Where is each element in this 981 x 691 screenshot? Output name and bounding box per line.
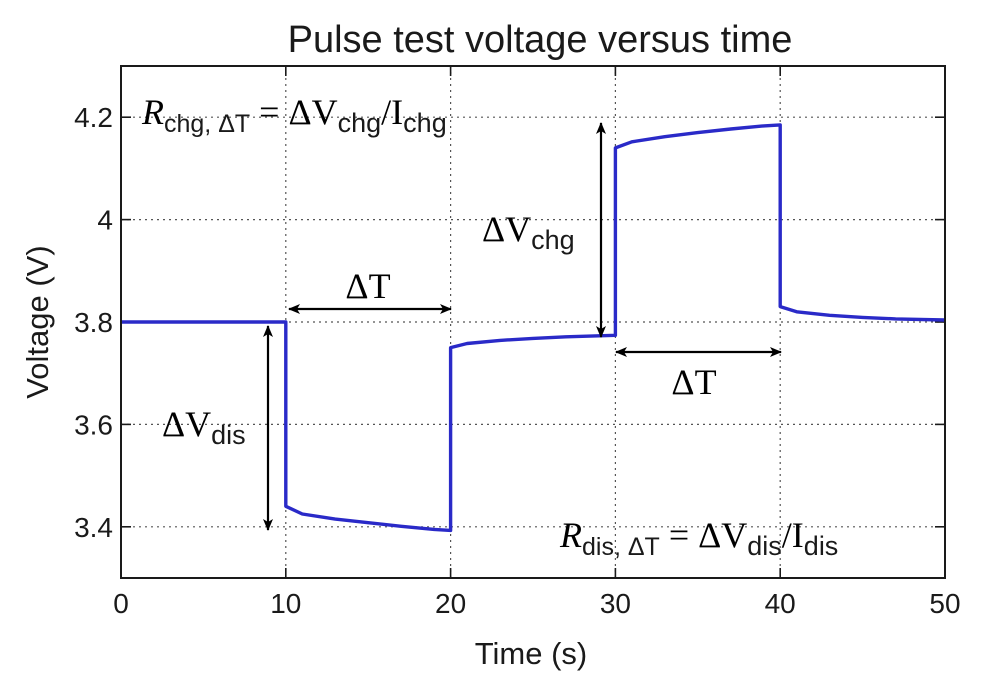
x-tick-label: 40: [765, 588, 796, 619]
charge-resistance-formula: Rchg, ΔT = ΔVchg/Ichg: [141, 92, 447, 138]
y-tick-label: 3.6: [74, 409, 113, 440]
x-tick-label: 0: [113, 588, 129, 619]
x-tick-label: 30: [600, 588, 631, 619]
series-layer: [121, 123, 946, 533]
delta-v-discharge-label: ΔVdis: [162, 404, 246, 450]
x-tick-label: 50: [929, 588, 960, 619]
x-tick-label: 10: [270, 588, 301, 619]
x-axis-label: Time (s): [475, 636, 588, 671]
voltage-series-line: [121, 123, 946, 533]
x-tick-labels: 0 10 20 30 40 50: [113, 588, 960, 619]
x-tick-label: 20: [435, 588, 466, 619]
y-axis-label: Voltage (V): [20, 245, 55, 398]
y-tick-label: 4.2: [74, 102, 113, 133]
y-tick-label: 3.4: [74, 512, 113, 543]
y-tick-label: 3.8: [74, 307, 113, 338]
plot-frame: [120, 65, 946, 579]
tick-marks: [121, 66, 945, 578]
y-tick-label: 4: [97, 205, 113, 236]
chart-title: Pulse test voltage versus time: [288, 19, 793, 61]
delta-t-label-discharge: ΔT: [345, 266, 390, 306]
delta-v-charge-label: ΔVchg: [482, 209, 575, 255]
discharge-resistance-formula: Rdis, ΔT = ΔVdis/Idis: [559, 515, 838, 561]
y-tick-labels: 3.4 3.6 3.8 4 4.2: [74, 102, 113, 543]
delta-t-label-charge: ΔT: [671, 362, 716, 402]
